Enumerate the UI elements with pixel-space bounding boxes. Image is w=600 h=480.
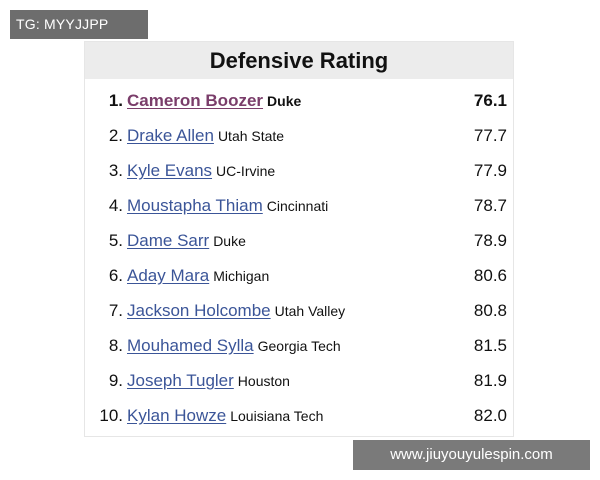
rating-value: 81.5 <box>473 336 507 355</box>
school: UC-Irvine <box>216 163 276 179</box>
defensive-rating-table: Defensive Rating 1. Cameron Boozer Duke 7… <box>84 41 514 437</box>
rank: 1. <box>108 91 123 110</box>
table-row: 2. Drake Allen Utah State 77.7 <box>85 120 513 152</box>
table-row: 9. Joseph Tugler Houston 81.9 <box>85 365 513 397</box>
rank: 3. <box>108 161 123 180</box>
rating-value: 78.9 <box>473 231 507 250</box>
table-row: 4. Moustapha Thiam Cincinnati 78.7 <box>85 190 513 222</box>
rank: 9. <box>108 371 123 390</box>
school: Utah Valley <box>274 303 346 319</box>
rank: 5. <box>108 231 123 250</box>
table-row: 7. Jackson Holcombe Utah Valley 80.8 <box>85 295 513 327</box>
player-link[interactable]: Moustapha Thiam <box>127 196 263 215</box>
rank: 8. <box>108 336 123 355</box>
table-row: 8. Mouhamed Sylla Georgia Tech 81.5 <box>85 330 513 362</box>
table-row: 6. Aday Mara Michigan 80.6 <box>85 260 513 292</box>
rank: 7. <box>108 301 123 320</box>
watermark-bottom: www.jiuyouyulespin.com <box>353 440 590 470</box>
school: Louisiana Tech <box>230 408 324 424</box>
rating-value: 82.0 <box>473 406 507 425</box>
school: Houston <box>237 373 290 389</box>
player-link[interactable]: Kyle Evans <box>127 161 213 180</box>
school: Duke <box>267 93 302 109</box>
player-link[interactable]: Aday Mara <box>127 266 210 285</box>
rating-value: 78.7 <box>473 196 507 215</box>
player-link[interactable]: Jackson Holcombe <box>127 301 271 320</box>
school: Georgia Tech <box>257 338 341 354</box>
school: Michigan <box>213 268 270 284</box>
player-link[interactable]: Dame Sarr <box>127 231 210 250</box>
rank: 10. <box>99 406 123 425</box>
table-row: 3. Kyle Evans UC-Irvine 77.9 <box>85 155 513 187</box>
rating-value: 77.9 <box>473 161 507 180</box>
table-row: 10. Kylan Howze Louisiana Tech 82.0 <box>85 400 513 432</box>
table-row: 1. Cameron Boozer Duke 76.1 <box>85 85 513 117</box>
table-row: 5. Dame Sarr Duke 78.9 <box>85 225 513 257</box>
rank: 2. <box>108 126 123 145</box>
rating-value: 80.6 <box>473 266 507 285</box>
player-link[interactable]: Kylan Howze <box>127 406 227 425</box>
rating-value: 80.8 <box>473 301 507 320</box>
rating-value: 77.7 <box>473 126 507 145</box>
rating-value: 81.9 <box>473 371 507 390</box>
school: Cincinnati <box>266 198 329 214</box>
player-link[interactable]: Mouhamed Sylla <box>127 336 254 355</box>
watermark-top: TG: MYYJJPP <box>10 10 148 39</box>
player-link[interactable]: Drake Allen <box>127 126 214 145</box>
school: Utah State <box>217 128 285 144</box>
player-link[interactable]: Cameron Boozer <box>127 91 264 110</box>
rank: 4. <box>108 196 123 215</box>
school: Duke <box>213 233 246 249</box>
table-title: Defensive Rating <box>85 42 513 79</box>
player-link[interactable]: Joseph Tugler <box>127 371 234 390</box>
rating-value: 76.1 <box>473 91 507 110</box>
rank: 6. <box>108 266 123 285</box>
